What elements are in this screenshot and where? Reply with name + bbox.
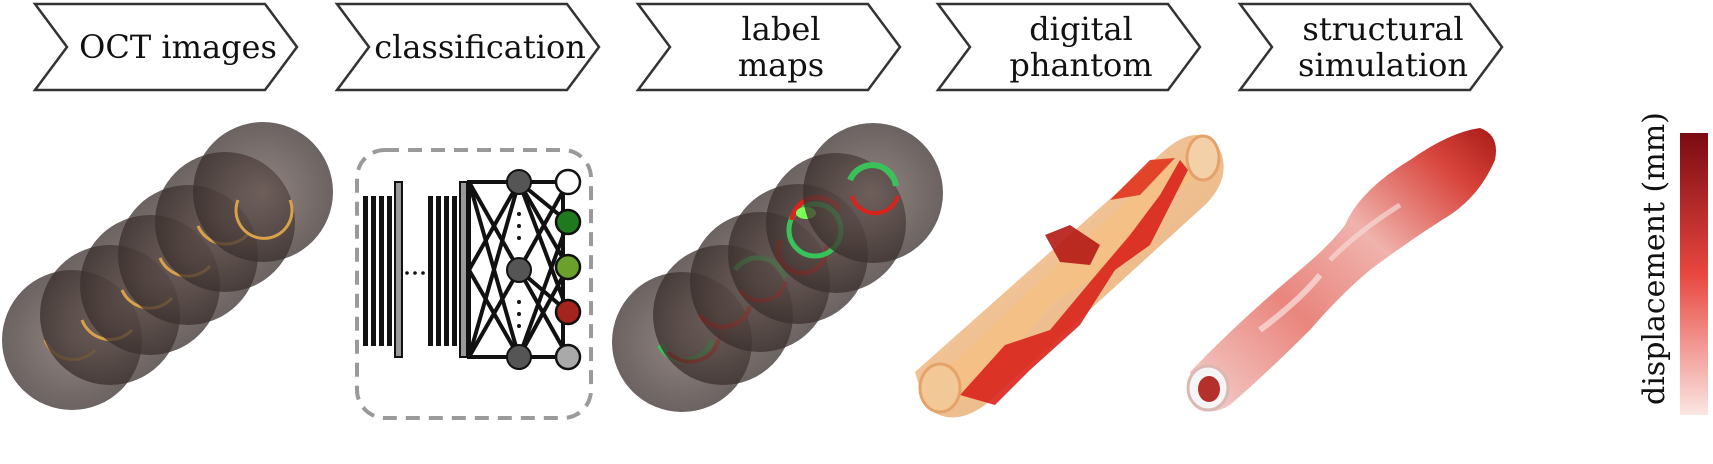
colorbar-label: displacement (mm) — [1637, 112, 1672, 405]
step-label: OCT images — [79, 28, 277, 66]
step-label: label — [742, 10, 821, 48]
step-label: maps — [738, 46, 824, 84]
digital-phantom — [915, 134, 1224, 418]
class-node — [554, 253, 582, 281]
step-chevron — [32, 2, 299, 92]
step-banner: classification — [334, 2, 601, 92]
network-frame — [355, 148, 593, 420]
class-node — [554, 298, 582, 326]
oct-images-stack — [2, 122, 333, 410]
step-chevron — [935, 2, 1202, 92]
colorbar-gradient — [1680, 133, 1708, 415]
colorbar: displacement (mm) — [1637, 112, 1708, 415]
step-chevron — [635, 2, 902, 92]
step-banner: OCT images — [32, 2, 299, 92]
step-label: structural — [1302, 10, 1463, 48]
label-maps-stack — [612, 123, 943, 412]
step-label: simulation — [1298, 46, 1468, 84]
class-node — [554, 208, 582, 236]
classification-network — [355, 148, 593, 420]
label-disc — [803, 123, 943, 263]
class-node — [554, 343, 582, 371]
structural-simulation — [1186, 128, 1496, 412]
output-class-nodes — [554, 168, 582, 371]
oct-disc — [193, 122, 333, 262]
ellipsis-dots — [517, 212, 521, 328]
hidden-nodes — [506, 169, 532, 370]
step-chevron — [334, 2, 601, 92]
step-chevron — [1237, 2, 1504, 92]
conv-layers — [363, 181, 468, 358]
step-label: phantom — [1009, 46, 1152, 84]
step-label: classification — [374, 28, 586, 66]
step-label: digital — [1029, 10, 1133, 48]
class-node — [554, 168, 582, 196]
